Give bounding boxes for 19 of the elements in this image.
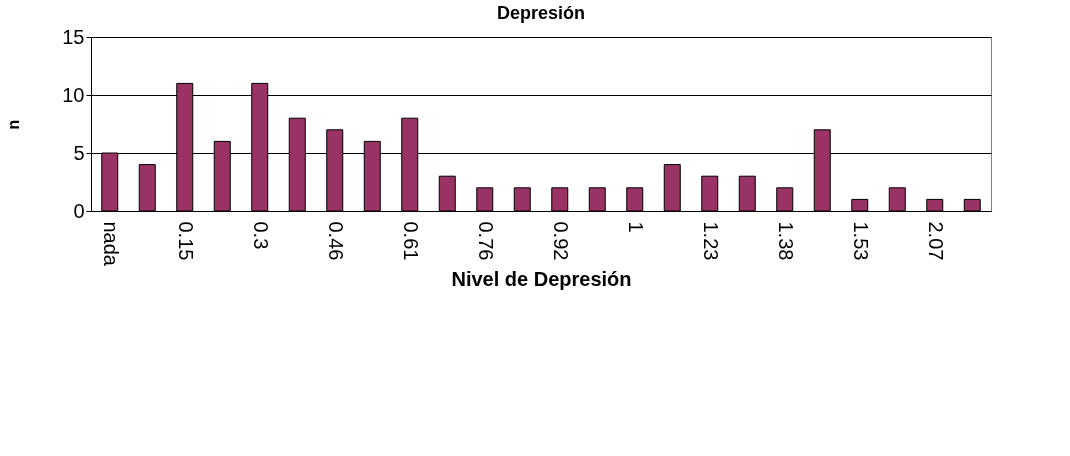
x-tick-label: 1.53: [849, 221, 872, 261]
x-tick-label: 0.61: [399, 221, 422, 261]
x-tick-label: 0.76: [474, 221, 497, 261]
y-tick-label: 10: [62, 83, 85, 106]
x-tick-label: 1: [624, 221, 647, 233]
x-tick-label: 1.23: [699, 221, 722, 261]
y-axis-title: n: [5, 119, 23, 130]
x-tick-label: 0.46: [324, 221, 347, 261]
x-tick-label: nada: [99, 221, 122, 267]
y-tick-label: 5: [73, 141, 85, 164]
x-tick-label: 2.07: [924, 221, 947, 261]
x-tick-label: 0.92: [549, 221, 572, 261]
x-axis-title: Nivel de Depresión: [451, 267, 632, 290]
y-tick-label: 15: [62, 25, 85, 48]
x-tick-label: 0.15: [174, 221, 197, 261]
x-tick-label: 0.3: [249, 221, 272, 250]
y-tick-label: 0: [73, 199, 85, 222]
x-tick-label: 1.38: [774, 221, 797, 261]
chart-title: Depresión: [496, 3, 586, 23]
